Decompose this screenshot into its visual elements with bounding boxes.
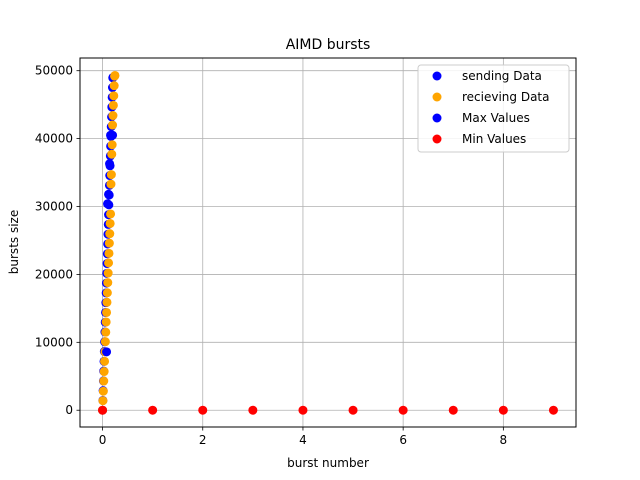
legend: sending Data recieving Data Max Values Min … — [417, 64, 570, 153]
x-axis-label: burst number — [287, 456, 369, 470]
plot-frame — [79, 57, 577, 428]
point-recieving-data — [103, 268, 113, 278]
point-min-values — [248, 405, 258, 415]
legend-label-max-values: Max Values — [462, 111, 530, 125]
point-recieving-data — [99, 376, 109, 386]
y-axis-ticks: 0 10000 20000 30000 40000 50000 — [35, 64, 80, 417]
point-min-values — [498, 405, 508, 415]
point-recieving-data — [102, 288, 112, 298]
point-max-values — [103, 199, 113, 209]
y-tick-label: 10000 — [35, 335, 73, 349]
y-tick-label: 20000 — [35, 267, 73, 281]
point-recieving-data — [106, 170, 116, 180]
legend-marker-recieving-data — [432, 92, 442, 102]
point-recieving-data — [107, 140, 117, 150]
point-recieving-data — [101, 317, 111, 327]
point-min-values — [198, 405, 208, 415]
point-recieving-data — [110, 70, 120, 80]
point-recieving-data — [102, 297, 112, 307]
point-min-values — [398, 405, 408, 415]
point-recieving-data — [104, 248, 114, 258]
y-tick-label: 50000 — [35, 64, 73, 78]
point-min-values — [148, 405, 158, 415]
point-recieving-data — [104, 238, 114, 248]
point-recieving-data — [109, 91, 119, 101]
legend-marker-sending-data — [432, 71, 442, 81]
point-recieving-data — [100, 337, 110, 347]
point-recieving-data — [106, 179, 116, 189]
legend-label-min-values: Min Values — [462, 132, 526, 146]
point-recieving-data — [104, 258, 114, 268]
point-recieving-data — [105, 218, 115, 228]
point-recieving-data — [109, 81, 119, 91]
data-points — [98, 70, 558, 415]
point-min-values — [548, 405, 558, 415]
point-min-values — [448, 405, 458, 415]
legend-box — [417, 64, 570, 153]
point-recieving-data — [107, 149, 117, 159]
point-recieving-data — [100, 356, 110, 366]
point-recieving-data — [108, 120, 118, 130]
point-recieving-data — [99, 367, 109, 377]
legend-marker-min-values — [432, 134, 442, 144]
point-max-values — [105, 159, 115, 169]
x-axis-ticks: 0 2 4 6 8 — [99, 427, 507, 447]
point-recieving-data — [108, 100, 118, 110]
y-tick-label: 0 — [65, 403, 73, 417]
point-max-values — [102, 347, 112, 357]
point-recieving-data — [102, 307, 112, 317]
x-tick-label: 0 — [99, 433, 107, 447]
point-min-values — [98, 405, 108, 415]
point-min-values — [298, 405, 308, 415]
y-tick-label: 40000 — [35, 132, 73, 146]
point-recieving-data — [101, 327, 111, 337]
point-max-values — [108, 130, 118, 140]
point-recieving-data — [105, 229, 115, 239]
point-recieving-data — [98, 396, 108, 406]
legend-label-sending-data: sending Data — [462, 69, 542, 83]
y-tick-label: 30000 — [35, 200, 73, 214]
point-min-values — [348, 405, 358, 415]
x-tick-label: 8 — [500, 433, 508, 447]
point-recieving-data — [103, 278, 113, 288]
point-max-values — [104, 189, 114, 199]
x-tick-label: 4 — [299, 433, 307, 447]
chart-title: AIMD bursts — [286, 37, 371, 53]
legend-marker-max-values — [432, 113, 442, 123]
legend-label-recieving-data: recieving Data — [462, 90, 550, 104]
point-recieving-data — [98, 386, 108, 396]
point-recieving-data — [106, 209, 116, 219]
point-recieving-data — [108, 111, 118, 121]
y-axis-label: bursts size — [7, 210, 21, 274]
x-tick-label: 6 — [399, 433, 407, 447]
x-tick-label: 2 — [199, 433, 207, 447]
